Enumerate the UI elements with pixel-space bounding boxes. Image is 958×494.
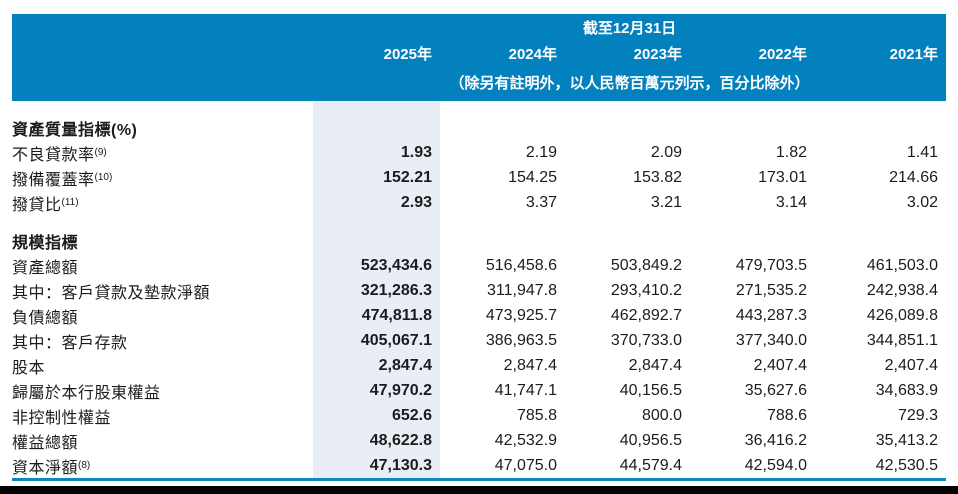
table-row-equity-attributable-to-bank: 歸屬於本行股東權益 47,970.2 41,747.1 40,156.5 35,… (12, 378, 946, 403)
table-header-band: 截至12月31日 2025年 2024年 2023年 2022年 2021年 （… (12, 14, 946, 101)
cell-2023: 40,956.5 (619, 431, 682, 449)
cell-2022: 42,594.0 (744, 456, 807, 474)
cell-2024: 47,075.0 (494, 456, 557, 474)
cell-2023: 503,849.2 (610, 256, 682, 274)
cell-2022: 3.14 (775, 193, 807, 211)
bottom-black-bar (0, 486, 958, 494)
as-of-date-label: 截至12月31日 (582, 20, 677, 37)
year-header-spacer (12, 41, 313, 69)
current-year-column-highlight (313, 101, 440, 478)
footnote-ref: (8) (78, 459, 91, 471)
year-header-2024: 2024年 (508, 46, 557, 63)
cell-2024: 154.25 (508, 168, 557, 186)
cell-2021: 242,938.4 (866, 281, 938, 299)
cell-2024: 473,925.7 (485, 306, 557, 324)
cell-2022: 788.6 (766, 406, 807, 424)
cell-2025: 47,130.3 (369, 456, 432, 474)
cell-2022: 2,407.4 (753, 356, 807, 374)
table-row-loan-provision-ratio: 撥貸比(11) 2.93 3.37 3.21 3.14 3.02 (12, 190, 946, 215)
cell-2021: 1.41 (906, 143, 938, 161)
table-row-net-capital: 資本淨額(8) 47,130.3 47,075.0 44,579.4 42,59… (12, 453, 946, 478)
cell-2025: 152.21 (383, 168, 432, 186)
year-header-2023: 2023年 (633, 46, 682, 63)
as-of-date-row: 截至12月31日 (12, 14, 946, 41)
table-row-total-equity: 權益總額 48,622.8 42,532.9 40,956.5 36,416.2… (12, 428, 946, 453)
cell-2023: 40,156.5 (619, 381, 682, 399)
cell-2025: 523,434.6 (360, 256, 432, 274)
unit-note-row: （除另有註明外，以人民幣百萬元列示，百分比除外） (12, 69, 946, 101)
cell-2024: 42,532.9 (494, 431, 557, 449)
year-header-row: 2025年 2024年 2023年 2022年 2021年 (12, 41, 946, 69)
cell-2024: 516,458.6 (485, 256, 557, 274)
cell-2022: 36,416.2 (744, 431, 807, 449)
cell-2023: 2.09 (650, 143, 682, 161)
section-spacer (12, 215, 946, 228)
cell-2021: 461,503.0 (866, 256, 938, 274)
cell-2023: 800.0 (641, 406, 682, 424)
cell-2023: 2,847.4 (628, 356, 682, 374)
table-row-non-controlling-interests: 非控制性權益 652.6 785.8 800.0 788.6 729.3 (12, 403, 946, 428)
cell-2021: 729.3 (897, 406, 938, 424)
cell-2022: 173.01 (758, 168, 807, 186)
year-header-2025: 2025年 (383, 46, 432, 63)
cell-2024: 3.37 (525, 193, 557, 211)
table-row-total-assets: 資產總額 523,434.6 516,458.6 503,849.2 479,7… (12, 253, 946, 278)
cell-2023: 462,892.7 (610, 306, 682, 324)
cell-2023: 153.82 (633, 168, 682, 186)
footnote-ref: (10) (94, 171, 113, 183)
cell-2021: 2,407.4 (884, 356, 938, 374)
cell-2022: 479,703.5 (735, 256, 807, 274)
table-row-provision-coverage: 撥備覆蓋率(10) 152.21 154.25 153.82 173.01 21… (12, 165, 946, 190)
cell-2024: 785.8 (516, 406, 557, 424)
cell-2024: 2,847.4 (503, 356, 557, 374)
section-title-scale-indicators: 規模指標 (12, 234, 79, 252)
cell-2025: 321,286.3 (360, 281, 432, 299)
cell-2023: 3.21 (650, 193, 682, 211)
table-row-total-liabilities: 負債總額 474,811.8 473,925.7 462,892.7 443,2… (12, 303, 946, 328)
table-row-net-customer-loans: 其中：客戶貸款及墊款淨額 321,286.3 311,947.8 293,410… (12, 278, 946, 303)
cell-2025: 1.93 (400, 143, 432, 161)
table-bottom-rule (12, 478, 946, 481)
cell-2025: 2.93 (400, 193, 432, 211)
cell-2025: 474,811.8 (361, 306, 432, 324)
cell-2024: 2.19 (525, 143, 557, 161)
cell-2025: 48,622.8 (369, 431, 432, 449)
cell-2024: 311,947.8 (487, 281, 557, 299)
cell-2022: 271,535.2 (735, 281, 807, 299)
table-row-customer-deposits: 其中：客戶存款 405,067.1 386,963.5 370,733.0 37… (12, 328, 946, 353)
cell-2023: 293,410.2 (610, 281, 682, 299)
cell-2021: 344,851.1 (866, 331, 938, 349)
footnote-ref: (11) (61, 196, 79, 208)
cell-2021: 214.66 (889, 168, 938, 186)
table-row-npl-ratio: 不良貸款率(9) 1.93 2.19 2.09 1.82 1.41 (12, 140, 946, 165)
footnote-ref: (9) (94, 146, 107, 158)
cell-2023: 44,579.4 (619, 456, 682, 474)
section-title-asset-quality: 資產質量指標(%) (12, 121, 138, 139)
cell-2021: 35,413.2 (875, 431, 938, 449)
cell-2022: 377,340.0 (735, 331, 807, 349)
year-header-2021: 2021年 (889, 46, 938, 63)
cell-2024: 386,963.5 (485, 331, 557, 349)
year-header-2022: 2022年 (758, 46, 807, 63)
cell-2025: 405,067.1 (360, 331, 432, 349)
unit-note-label: （除另有註明外，以人民幣百萬元列示，百分比除外） (449, 75, 810, 92)
cell-2022: 35,627.6 (744, 381, 807, 399)
cell-2021: 42,530.5 (875, 456, 938, 474)
cell-2025: 2,847.4 (378, 356, 432, 374)
cell-2021: 34,683.9 (875, 381, 938, 399)
cell-2024: 41,747.1 (494, 381, 557, 399)
financial-table-body: 資產質量指標(%) 不良貸款率(9) 1.93 2.19 2.09 1.82 1… (12, 101, 946, 478)
cell-2022: 1.82 (775, 143, 807, 161)
cell-2023: 370,733.0 (610, 331, 682, 349)
cell-2021: 3.02 (906, 193, 938, 211)
cell-2025: 652.6 (391, 406, 432, 424)
cell-2021: 426,089.8 (866, 306, 938, 324)
cell-2025: 47,970.2 (369, 381, 432, 399)
table-row-share-capital: 股本 2,847.4 2,847.4 2,847.4 2,407.4 2,407… (12, 353, 946, 378)
cell-2022: 443,287.3 (735, 306, 807, 324)
